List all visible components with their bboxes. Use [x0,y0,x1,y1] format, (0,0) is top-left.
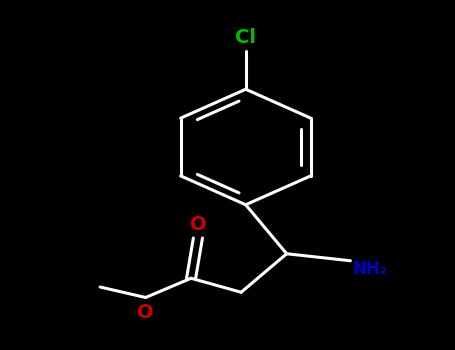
Text: O: O [190,215,206,234]
Text: Cl: Cl [235,28,256,47]
Text: NH₂: NH₂ [353,260,388,279]
Text: O: O [137,303,154,322]
